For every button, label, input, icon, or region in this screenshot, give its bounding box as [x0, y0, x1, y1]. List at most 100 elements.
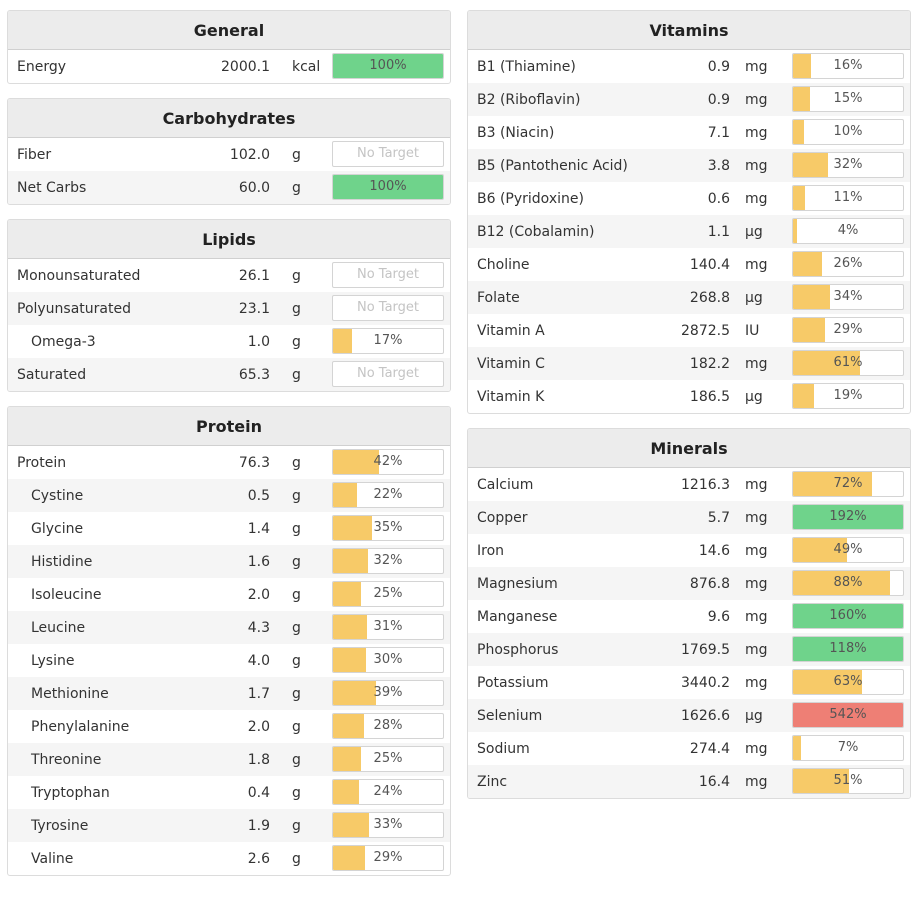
progress-fill: [793, 472, 873, 496]
nutrient-name: Calcium: [477, 476, 534, 493]
progress-label: 30%: [373, 652, 403, 667]
progress-label: 160%: [829, 608, 867, 623]
nutrient-unit: g: [292, 850, 301, 867]
nutrient-row-net-carbs: Net Carbs 60.0 g 100%: [8, 171, 450, 204]
progress-label: 29%: [373, 850, 403, 865]
nutrient-unit: g: [292, 619, 301, 636]
target-progress-bar: 100%: [332, 53, 444, 79]
nutrient-row-methionine: Methionine 1.7 g 39%: [8, 677, 450, 710]
nutrient-amount: 1.0: [247, 333, 270, 350]
nutrient-unit: mg: [745, 476, 768, 493]
panel-body: Fiber 102.0 g No Target Net Carbs 60.0 g 100%: [8, 138, 450, 204]
nutrient-unit: mg: [745, 256, 768, 273]
progress-fill: [333, 582, 361, 606]
target-progress-bar: 35%: [332, 515, 444, 541]
panel-body: Calcium 1216.3 mg 72% Copper 5.7 mg 192% Iron 14.…: [468, 468, 910, 798]
progress-label: 118%: [829, 641, 867, 656]
progress-label: 24%: [373, 784, 403, 799]
nutrient-row-calcium: Calcium 1216.3 mg 72%: [468, 468, 910, 501]
progress-label: 34%: [833, 289, 863, 304]
nutrient-unit: mg: [745, 740, 768, 757]
target-progress-bar: 28%: [332, 713, 444, 739]
nutrient-name: Vitamin C: [477, 355, 545, 372]
nutrient-unit: mg: [745, 641, 768, 658]
nutrient-name: Net Carbs: [17, 179, 87, 196]
nutrient-unit: mg: [745, 190, 768, 207]
nutrient-name: B1 (Thiamine): [477, 58, 576, 75]
nutrient-amount: 0.5: [247, 487, 270, 504]
nutrient-unit: g: [292, 817, 301, 834]
nutrient-amount: 1.7: [247, 685, 270, 702]
nutrient-name: Manganese: [477, 608, 558, 625]
nutrient-name: Folate: [477, 289, 520, 306]
nutrient-name: Magnesium: [477, 575, 558, 592]
nutrient-unit: mg: [745, 674, 768, 691]
nutrient-unit: g: [292, 553, 301, 570]
nutrient-unit: g: [292, 586, 301, 603]
nutrient-unit: g: [292, 300, 301, 317]
target-progress-bar: 7%: [792, 735, 904, 761]
target-progress-bar: 25%: [332, 581, 444, 607]
progress-fill: [333, 516, 372, 540]
nutrient-unit: mg: [745, 58, 768, 75]
nutrient-unit: mg: [745, 157, 768, 174]
nutrient-row-manganese: Manganese 9.6 mg 160%: [468, 600, 910, 633]
nutrient-name: Vitamin K: [477, 388, 545, 405]
nutrient-row-copper: Copper 5.7 mg 192%: [468, 501, 910, 534]
panel-minerals: Minerals Calcium 1216.3 mg 72% Copper 5.7 mg 192…: [467, 428, 911, 799]
nutrient-name: Isoleucine: [31, 586, 102, 603]
nutrient-row-lysine: Lysine 4.0 g 30%: [8, 644, 450, 677]
progress-fill: [333, 813, 370, 837]
nutrient-unit: g: [292, 520, 301, 537]
nutrient-row-isoleucine: Isoleucine 2.0 g 25%: [8, 578, 450, 611]
nutrient-amount: 26.1: [238, 267, 270, 284]
nutrient-amount: 9.6: [707, 608, 730, 625]
nutrient-row-b12-cobalamin: B12 (Cobalamin) 1.1 µg 4%: [468, 215, 910, 248]
nutrient-unit: mg: [745, 91, 768, 108]
progress-label: 72%: [833, 476, 863, 491]
nutrient-row-potassium: Potassium 3440.2 mg 63%: [468, 666, 910, 699]
target-progress-bar: 22%: [332, 482, 444, 508]
nutrient-unit: mg: [745, 608, 768, 625]
target-progress-bar: 31%: [332, 614, 444, 640]
progress-label: 17%: [373, 333, 403, 348]
nutrient-amount: 60.0: [238, 179, 270, 196]
progress-label: 63%: [833, 674, 863, 689]
nutrient-amount: 4.0: [247, 652, 270, 669]
progress-fill: [333, 681, 376, 705]
nutrient-row-b6-pyridoxine: B6 (Pyridoxine) 0.6 mg 11%: [468, 182, 910, 215]
nutrient-name: Protein: [17, 454, 67, 471]
progress-label: 42%: [373, 454, 403, 469]
target-progress-bar: 17%: [332, 328, 444, 354]
progress-label: 28%: [373, 718, 403, 733]
nutrient-name: Monounsaturated: [17, 267, 141, 284]
progress-label: 4%: [837, 223, 859, 238]
progress-fill: [793, 351, 861, 375]
nutrient-amount: 182.2: [689, 355, 730, 372]
target-progress-bar: No Target: [332, 141, 444, 167]
panel-lipids: Lipids Monounsaturated 26.1 g No Target Polyu…: [7, 219, 451, 392]
progress-label: 32%: [833, 157, 863, 172]
progress-label: No Target: [356, 366, 420, 381]
nutrient-amount: 65.3: [238, 366, 270, 383]
target-progress-bar: 160%: [792, 603, 904, 629]
nutrient-unit: g: [292, 751, 301, 768]
target-progress-bar: 72%: [792, 471, 904, 497]
nutrient-amount: 1769.5: [681, 641, 730, 658]
nutrient-name: B5 (Pantothenic Acid): [477, 157, 628, 174]
nutrient-name: Valine: [31, 850, 74, 867]
target-progress-bar: 34%: [792, 284, 904, 310]
panel-title: Lipids: [8, 220, 450, 259]
panel-title: Vitamins: [468, 11, 910, 50]
panel-title: Protein: [8, 407, 450, 446]
nutrient-unit: g: [292, 685, 301, 702]
target-progress-bar: 100%: [332, 174, 444, 200]
nutrient-row-omega-3: Omega-3 1.0 g 17%: [8, 325, 450, 358]
target-progress-bar: 51%: [792, 768, 904, 794]
progress-fill: [793, 384, 814, 408]
nutrient-amount: 1.4: [247, 520, 270, 537]
nutrient-row-cystine: Cystine 0.5 g 22%: [8, 479, 450, 512]
nutrient-amount: 16.4: [698, 773, 730, 790]
nutrient-row-vitamin-c: Vitamin C 182.2 mg 61%: [468, 347, 910, 380]
progress-label: 61%: [833, 355, 863, 370]
